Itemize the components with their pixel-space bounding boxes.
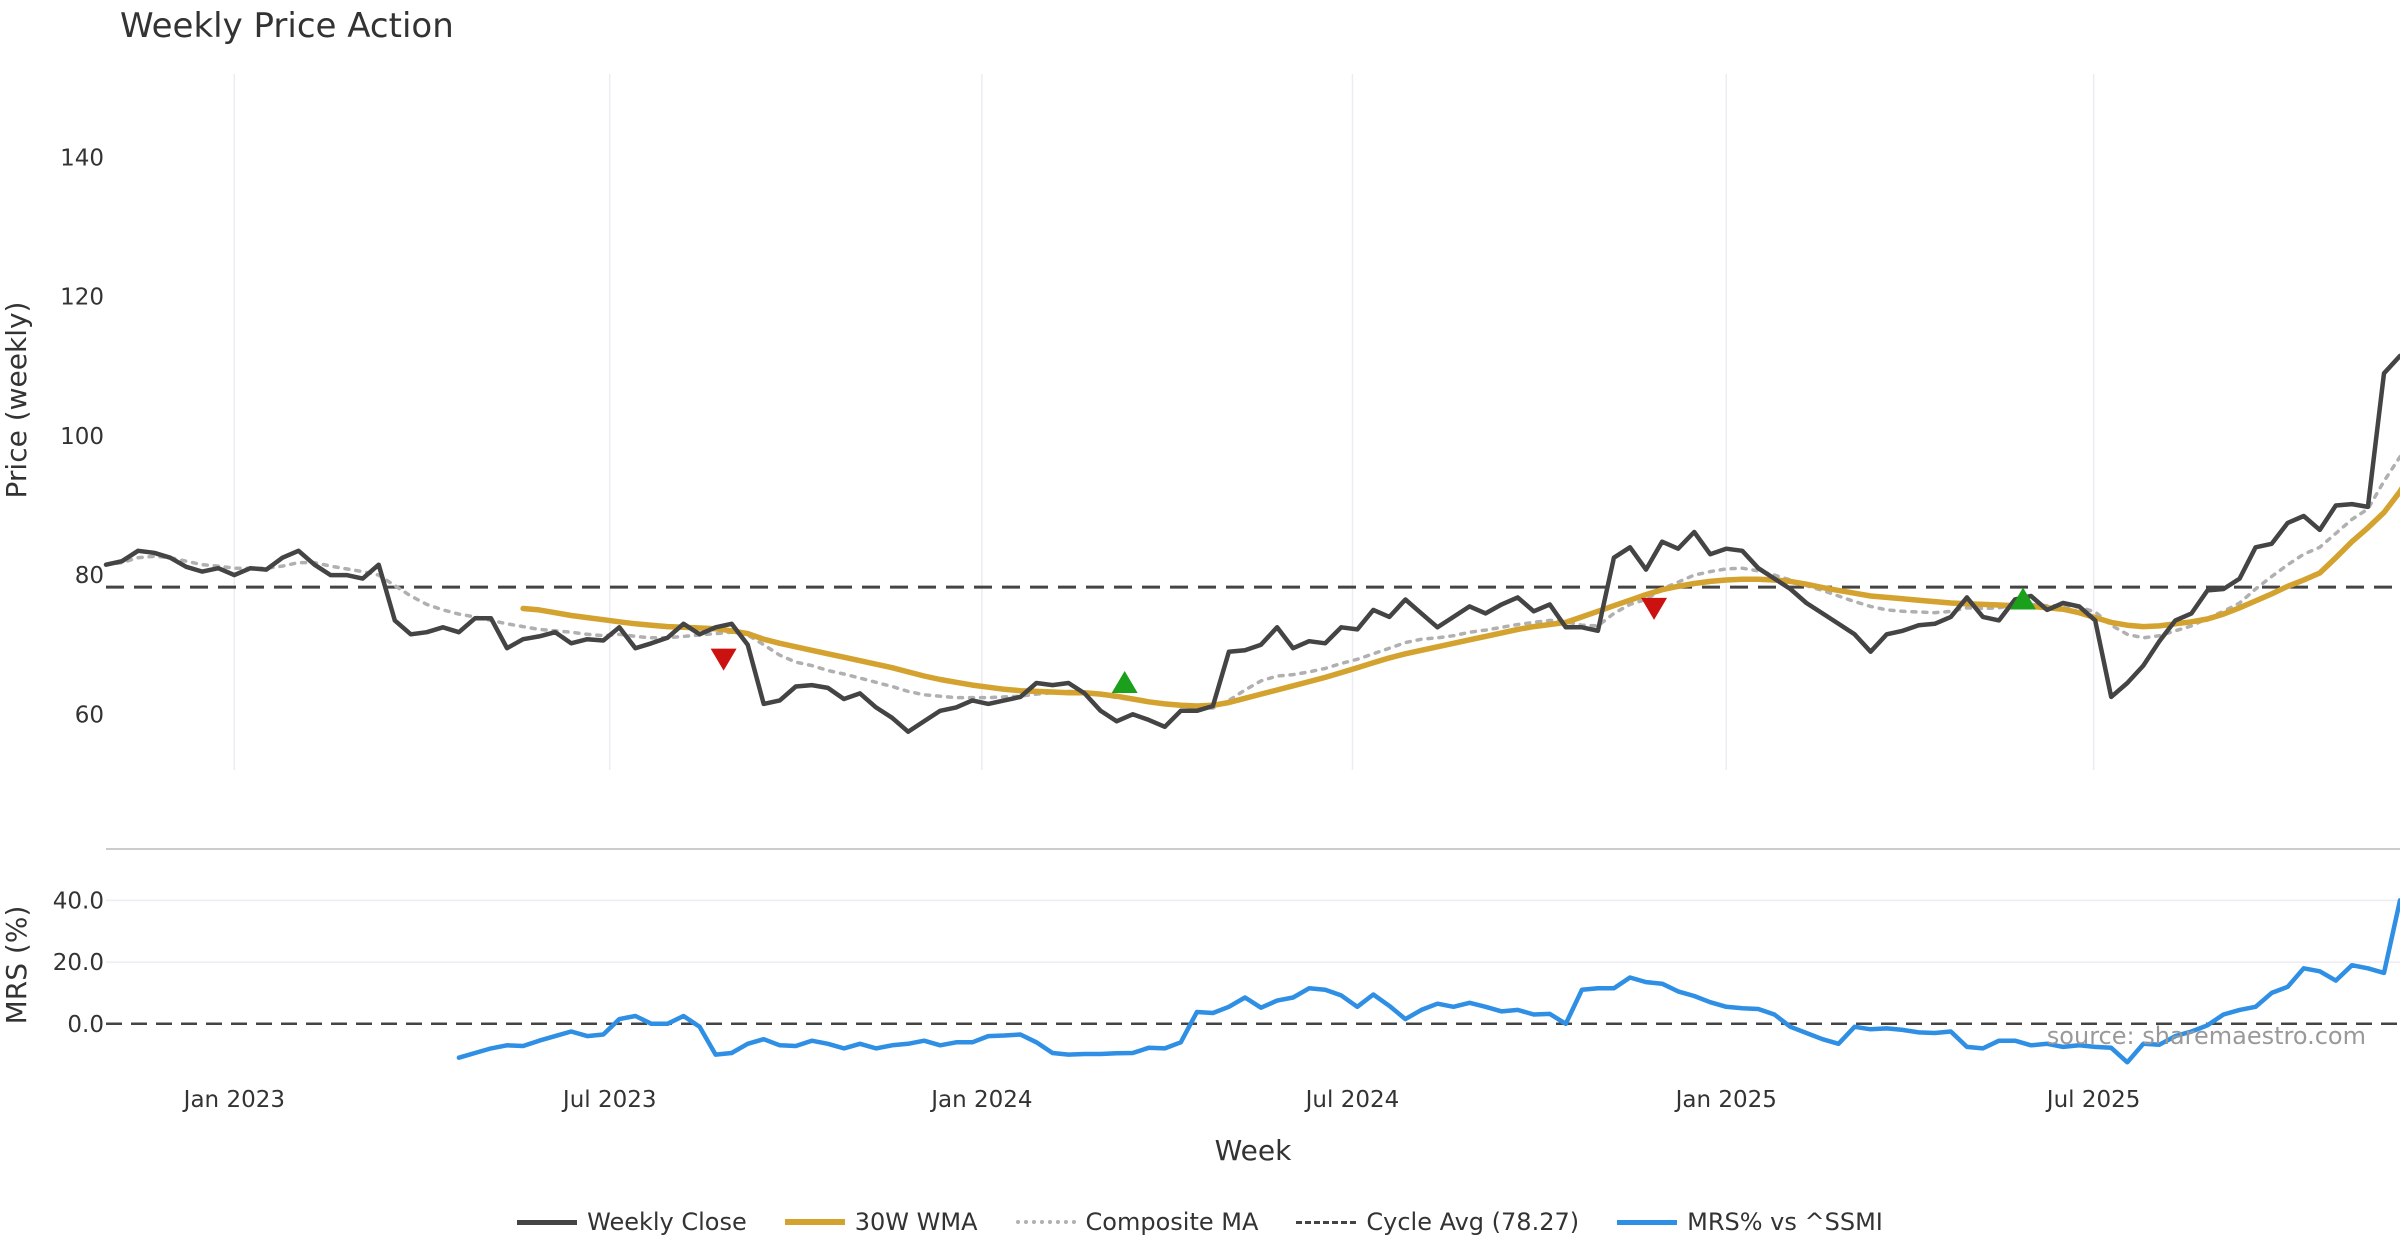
x-tick-label: Jan 2023 xyxy=(182,1087,285,1113)
axes: Jan 2023 Jul 2023 Jan 2024 Jul 2024 Jan 2025… xyxy=(53,146,2141,1113)
buy-signal-marker xyxy=(2010,587,2037,610)
legend-label: Cycle Avg (78.27) xyxy=(1366,1208,1580,1236)
x-tick-label: Jul 2024 xyxy=(1304,1087,1400,1113)
composite-ma-line xyxy=(104,453,2400,710)
legend-label: Weekly Close xyxy=(587,1208,747,1236)
y-axis-title-mrs: MRS (%) xyxy=(0,906,33,1025)
price-panel xyxy=(103,353,2400,734)
wma-30w-line xyxy=(520,486,2400,709)
y-tick-label-price: 60 xyxy=(75,702,104,728)
x-tick-label: Jul 2023 xyxy=(561,1087,657,1113)
legend-label: Composite MA xyxy=(1085,1208,1259,1236)
y-tick-label-mrs: 0.0 xyxy=(67,1012,104,1038)
x-tick-label: Jul 2025 xyxy=(2045,1087,2141,1113)
y-tick-label-price: 140 xyxy=(60,146,104,172)
sell-signal-marker xyxy=(710,648,737,671)
y-tick-label-price: 100 xyxy=(60,424,104,450)
legend-swatch-30w-wma xyxy=(784,1219,845,1225)
y-axis-title-price: Price (weekly) xyxy=(0,302,33,499)
sell-signal-marker xyxy=(1641,597,1668,620)
legend-swatch-mrs xyxy=(1617,1219,1678,1225)
weekly-close-line xyxy=(103,353,2400,734)
grid-layer xyxy=(106,74,2400,963)
legend-item-composite-ma[interactable]: Composite MA xyxy=(1015,1208,1259,1236)
y-tick-label-mrs: 40.0 xyxy=(53,888,104,914)
legend-swatch-cycle-avg xyxy=(1296,1220,1357,1224)
buy-signal-marker xyxy=(1111,671,1138,693)
legend-item-cycle-avg[interactable]: Cycle Avg (78.27) xyxy=(1296,1208,1579,1236)
mrs-panel xyxy=(106,898,2400,1065)
legend: Weekly Close 30W WMA Composite MA Cycle … xyxy=(0,1208,2400,1236)
y-tick-label-price: 80 xyxy=(75,563,104,589)
x-tick-label: Jan 2024 xyxy=(929,1087,1032,1113)
legend-item-30w-wma[interactable]: 30W WMA xyxy=(784,1208,978,1236)
x-tick-label: Jan 2025 xyxy=(1674,1087,1777,1113)
legend-label: 30W WMA xyxy=(854,1208,978,1236)
mrs-line xyxy=(456,898,2400,1065)
x-axis-title: Week xyxy=(1215,1134,1292,1167)
legend-swatch-weekly-close xyxy=(517,1219,578,1225)
legend-item-weekly-close[interactable]: Weekly Close xyxy=(517,1208,747,1236)
legend-swatch-composite-ma xyxy=(1015,1220,1076,1224)
legend-label: MRS% vs ^SSMI xyxy=(1687,1208,1883,1236)
source-annotation: source: sharemaestro.com xyxy=(2047,1022,2366,1050)
y-tick-label-mrs: 20.0 xyxy=(53,950,104,976)
chart-title: Weekly Price Action xyxy=(120,6,454,46)
y-tick-label-price: 120 xyxy=(60,285,104,311)
legend-item-mrs[interactable]: MRS% vs ^SSMI xyxy=(1617,1208,1883,1236)
